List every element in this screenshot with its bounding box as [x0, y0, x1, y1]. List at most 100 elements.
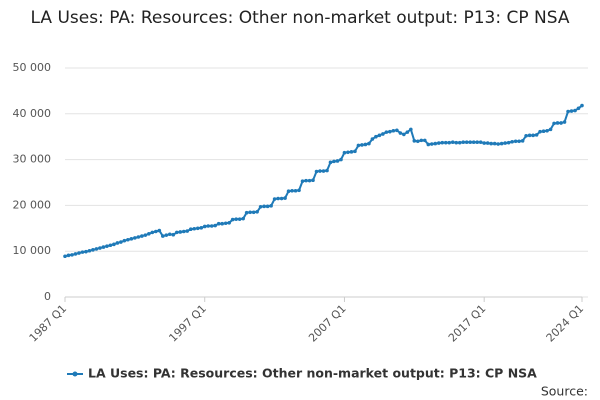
point: [161, 234, 165, 238]
point: [140, 234, 144, 238]
point: [105, 244, 109, 248]
point: [276, 196, 280, 201]
line: [64, 104, 583, 258]
point: [241, 216, 245, 221]
point: [286, 189, 291, 194]
point: [237, 217, 242, 221]
point: [391, 128, 396, 133]
x-tick-label: 2007 Q1: [306, 302, 349, 345]
point: [573, 108, 577, 113]
point: [133, 236, 137, 240]
point: [192, 226, 197, 231]
point: [409, 127, 413, 132]
point: [269, 204, 273, 208]
point: [492, 141, 497, 146]
legend-marker: [72, 371, 78, 377]
point: [206, 224, 211, 228]
point: [342, 150, 347, 155]
point: [506, 140, 511, 145]
source: Source:: [541, 384, 588, 399]
point: [541, 129, 546, 134]
point: [164, 233, 169, 237]
point: [63, 254, 67, 259]
point: [209, 224, 214, 228]
point: [311, 178, 315, 183]
point: [510, 139, 514, 144]
point: [475, 140, 480, 144]
point: [126, 237, 130, 242]
point: [178, 230, 183, 234]
y-tick-label: 40 000: [13, 107, 52, 120]
point: [122, 238, 127, 243]
point: [136, 235, 141, 239]
point: [576, 106, 581, 111]
point: [258, 204, 263, 209]
point: [230, 217, 235, 222]
point: [101, 245, 106, 249]
legend-label: LA Uses: PA: Resources: Other non-market…: [88, 366, 537, 381]
point: [485, 141, 490, 145]
point: [304, 178, 308, 183]
point: [262, 204, 266, 209]
point: [538, 129, 542, 134]
point: [115, 241, 120, 245]
point: [398, 131, 403, 135]
point: [227, 221, 231, 225]
point: [384, 130, 389, 134]
x-tick-label: 2024 Q1: [544, 302, 587, 345]
point: [402, 132, 406, 137]
y-tick-label: 50 000: [13, 61, 52, 74]
point: [562, 120, 567, 124]
point: [440, 140, 445, 145]
point: [381, 132, 385, 136]
point: [119, 240, 123, 244]
point: [454, 140, 459, 145]
point: [356, 143, 361, 148]
point: [482, 141, 486, 145]
point: [325, 168, 329, 173]
point: [513, 139, 518, 144]
point: [129, 237, 134, 241]
point: [293, 188, 298, 193]
x-tick-label: 1997 Q1: [166, 302, 209, 345]
point: [147, 231, 151, 236]
point: [423, 138, 427, 143]
point: [188, 227, 193, 232]
point: [251, 210, 256, 215]
y-tick-label: 10 000: [13, 244, 52, 257]
point: [569, 109, 574, 113]
point: [248, 210, 252, 215]
point: [87, 248, 92, 253]
point: [559, 121, 563, 125]
point: [489, 141, 493, 146]
point: [272, 197, 277, 201]
point: [450, 140, 455, 144]
point: [265, 204, 270, 209]
point: [531, 133, 535, 138]
point: [503, 141, 507, 145]
point: [112, 242, 116, 247]
point: [464, 140, 469, 144]
y-tick-label: 30 000: [13, 153, 52, 166]
point: [457, 140, 462, 145]
point: [328, 160, 333, 165]
point: [108, 243, 113, 248]
point: [419, 138, 424, 143]
point: [279, 196, 284, 201]
point: [167, 232, 172, 237]
point: [377, 133, 382, 138]
point: [534, 133, 539, 137]
point: [171, 232, 176, 237]
point: [374, 134, 378, 139]
point: [524, 133, 528, 138]
point: [436, 141, 441, 145]
point: [520, 139, 525, 143]
point: [353, 149, 357, 154]
point: [471, 140, 476, 144]
point: [527, 133, 532, 138]
point: [70, 253, 74, 257]
point: [339, 157, 343, 162]
point: [314, 169, 319, 174]
point: [517, 139, 521, 144]
